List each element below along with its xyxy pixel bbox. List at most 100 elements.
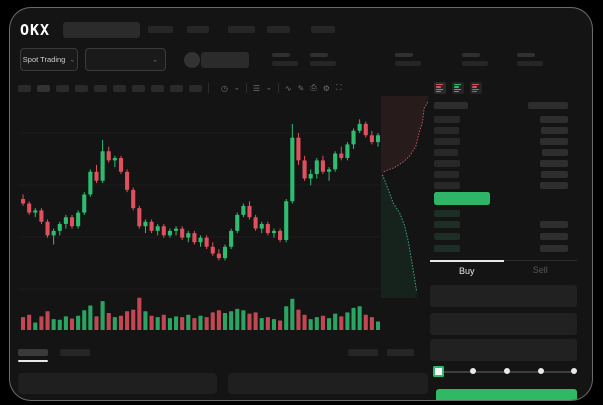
orderbook-col-header-amount bbox=[528, 102, 568, 109]
ticker-stat-value bbox=[310, 61, 336, 66]
depth-chart[interactable] bbox=[381, 96, 428, 298]
active-tab-indicator bbox=[18, 360, 48, 362]
fullscreen-icon[interactable]: ⛶ bbox=[335, 83, 342, 92]
ticker-stat-value bbox=[395, 61, 421, 66]
ask-price-placeholder[interactable] bbox=[434, 160, 460, 167]
pair-name-placeholder bbox=[201, 52, 249, 68]
bid-amount-placeholder bbox=[540, 245, 568, 252]
ask-price-placeholder[interactable] bbox=[434, 171, 459, 178]
ask-amount-placeholder bbox=[540, 138, 568, 145]
tab-placeholder[interactable] bbox=[348, 349, 378, 356]
trading-app-window: OKX Spot Trading ⌄ ⌄ ◷ ⌄ bbox=[9, 7, 593, 401]
draw-icon[interactable]: ✎ bbox=[297, 83, 305, 93]
ask-price-placeholder[interactable] bbox=[434, 127, 459, 134]
ask-amount-placeholder bbox=[540, 116, 568, 123]
chart-toolbar: ◷ ⌄ ☰ ⌄ ∿ ✎ ⎙ ⚙ ⛶ bbox=[18, 82, 342, 94]
chevron-down-icon[interactable]: ⌄ bbox=[266, 85, 272, 92]
slider-step-dot[interactable] bbox=[470, 368, 476, 374]
ask-price-placeholder[interactable] bbox=[434, 182, 460, 189]
nav-item-placeholder[interactable] bbox=[267, 26, 290, 33]
ticker-stat-value bbox=[272, 61, 298, 66]
ticker-stat-value bbox=[462, 61, 488, 66]
chart-bottom-tabbar bbox=[18, 349, 428, 363]
ticker-stat-label bbox=[517, 53, 535, 57]
chevron-down-icon[interactable]: ⌄ bbox=[233, 85, 240, 92]
toolbar-divider bbox=[245, 83, 247, 93]
ask-amount-placeholder bbox=[540, 182, 568, 189]
toolbar-divider bbox=[208, 83, 209, 93]
last-price-pill[interactable] bbox=[434, 192, 490, 205]
timeframe-button[interactable] bbox=[37, 84, 50, 92]
total-field[interactable] bbox=[430, 339, 577, 361]
bid-price-placeholder[interactable] bbox=[434, 221, 460, 228]
bottom-panel-left bbox=[18, 373, 217, 394]
bid-price-placeholder[interactable] bbox=[434, 245, 460, 252]
timeframe-button[interactable] bbox=[75, 84, 88, 92]
bid-price-placeholder[interactable] bbox=[434, 233, 460, 240]
timeframe-button[interactable] bbox=[94, 84, 107, 92]
nav-item-placeholder[interactable] bbox=[228, 26, 255, 33]
tab-placeholder[interactable] bbox=[60, 349, 90, 356]
market-type-selector[interactable]: Spot Trading ⌄ bbox=[20, 48, 78, 71]
slider-step-dot[interactable] bbox=[571, 368, 577, 374]
okx-logo: OKX bbox=[20, 21, 51, 39]
nav-item-placeholder[interactable] bbox=[311, 26, 335, 33]
ask-amount-placeholder bbox=[541, 171, 568, 178]
ask-price-placeholder[interactable] bbox=[434, 116, 460, 123]
amount-slider[interactable] bbox=[436, 371, 571, 373]
interval-icon[interactable]: ◷ bbox=[221, 83, 228, 93]
orderbook-mode-bids-icon[interactable] bbox=[452, 82, 464, 94]
ticker-stat-label bbox=[462, 53, 480, 57]
orderbook-trade-panel: Buy Sell bbox=[430, 74, 577, 400]
amount-field[interactable] bbox=[430, 313, 577, 335]
pair-dropdown[interactable]: ⌄ bbox=[85, 48, 166, 71]
sell-tab-label: Sell bbox=[532, 265, 548, 275]
tab-placeholder[interactable] bbox=[387, 349, 414, 356]
ticker-stat-label bbox=[310, 53, 328, 57]
search-input[interactable] bbox=[63, 22, 140, 38]
ticker-stat-label bbox=[272, 53, 290, 57]
indicator-icon[interactable]: ∿ bbox=[284, 83, 292, 93]
timeframe-button[interactable] bbox=[113, 84, 126, 92]
slider-step-dot[interactable] bbox=[504, 368, 510, 374]
timeframe-button[interactable] bbox=[170, 84, 183, 92]
slider-step-dot[interactable] bbox=[538, 368, 544, 374]
tab-sell[interactable]: Sell bbox=[503, 260, 577, 279]
bid-price-placeholder[interactable] bbox=[434, 210, 460, 217]
chart-type-icon[interactable]: ☰ bbox=[252, 83, 261, 93]
ask-amount-placeholder bbox=[540, 160, 568, 167]
timeframe-button[interactable] bbox=[56, 84, 69, 92]
orderbook-mode-both-icon[interactable] bbox=[434, 82, 446, 94]
candlestick-chart[interactable] bbox=[18, 100, 380, 338]
price-field[interactable] bbox=[430, 285, 577, 307]
timeframe-button[interactable] bbox=[18, 84, 31, 92]
market-type-label: Spot Trading bbox=[22, 55, 66, 64]
nav-item-placeholder[interactable] bbox=[148, 26, 173, 33]
nav-item-placeholder[interactable] bbox=[187, 26, 209, 33]
chevron-down-icon: ⌄ bbox=[69, 57, 76, 63]
toolbar-divider bbox=[277, 83, 279, 93]
timeframe-button[interactable] bbox=[132, 84, 145, 92]
slider-handle[interactable] bbox=[433, 366, 444, 377]
ask-price-placeholder[interactable] bbox=[434, 149, 458, 156]
coin-icon bbox=[184, 52, 200, 68]
tab-buy[interactable]: Buy bbox=[430, 260, 504, 279]
ask-price-placeholder[interactable] bbox=[434, 138, 460, 145]
bid-amount-placeholder bbox=[540, 233, 568, 240]
settings-icon[interactable]: ⚙ bbox=[322, 83, 330, 93]
ask-amount-placeholder bbox=[541, 127, 568, 134]
timeframe-button[interactable] bbox=[189, 84, 202, 92]
chevron-down-icon: ⌄ bbox=[152, 57, 158, 63]
buy-submit-button[interactable] bbox=[436, 389, 577, 400]
buy-sell-tabbar: Buy Sell bbox=[430, 260, 577, 279]
buy-tab-label: Buy bbox=[458, 265, 475, 276]
ask-amount-placeholder bbox=[542, 149, 568, 156]
orderbook-mode-asks-icon[interactable] bbox=[470, 82, 482, 94]
ticker-stat-label bbox=[395, 53, 413, 57]
camera-icon[interactable]: ⎙ bbox=[310, 83, 317, 92]
tab-placeholder-active[interactable] bbox=[18, 349, 48, 356]
orderbook-col-header-price bbox=[434, 102, 468, 109]
timeframe-button[interactable] bbox=[151, 84, 164, 92]
bottom-panel-right bbox=[228, 373, 428, 394]
ticker-stat-value bbox=[517, 61, 543, 66]
